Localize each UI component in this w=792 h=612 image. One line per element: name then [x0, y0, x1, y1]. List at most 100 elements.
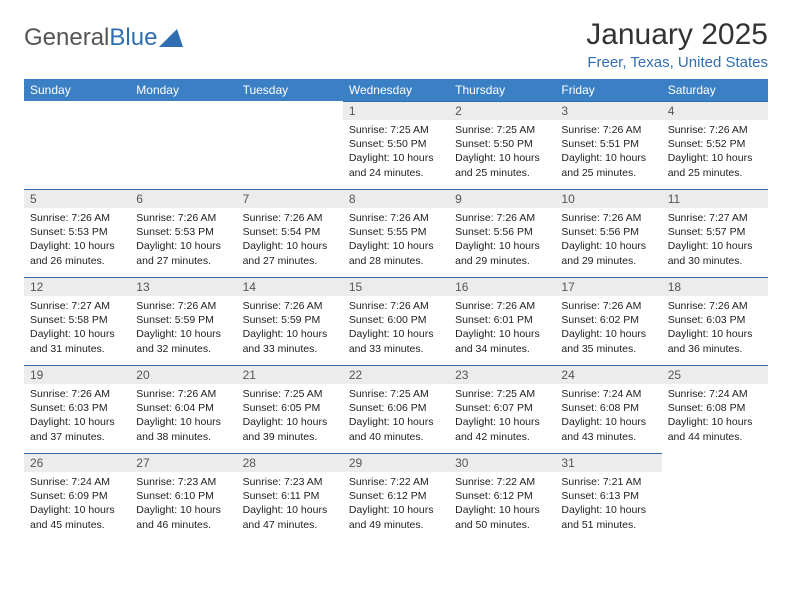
- sail-icon: [159, 29, 183, 47]
- calendar-cell: 28Sunrise: 7:23 AMSunset: 6:11 PMDayligh…: [237, 453, 343, 541]
- weekday-header: Tuesday: [237, 79, 343, 101]
- day-number: 18: [662, 277, 768, 296]
- calendar-cell: 8Sunrise: 7:26 AMSunset: 5:55 PMDaylight…: [343, 189, 449, 277]
- day-number: 23: [449, 365, 555, 384]
- month-title: January 2025: [586, 18, 768, 52]
- weekday-header: Sunday: [24, 79, 130, 101]
- day-details: Sunrise: 7:23 AMSunset: 6:10 PMDaylight:…: [130, 472, 236, 536]
- day-number: 29: [343, 453, 449, 472]
- calendar-row: 12Sunrise: 7:27 AMSunset: 5:58 PMDayligh…: [24, 277, 768, 365]
- day-details: Sunrise: 7:25 AMSunset: 6:07 PMDaylight:…: [449, 384, 555, 448]
- day-number: 28: [237, 453, 343, 472]
- calendar-cell: 18Sunrise: 7:26 AMSunset: 6:03 PMDayligh…: [662, 277, 768, 365]
- calendar-cell: 4Sunrise: 7:26 AMSunset: 5:52 PMDaylight…: [662, 101, 768, 189]
- day-details: Sunrise: 7:25 AMSunset: 6:06 PMDaylight:…: [343, 384, 449, 448]
- day-details: Sunrise: 7:26 AMSunset: 5:55 PMDaylight:…: [343, 208, 449, 272]
- calendar-cell: 31Sunrise: 7:21 AMSunset: 6:13 PMDayligh…: [555, 453, 661, 541]
- day-number: 13: [130, 277, 236, 296]
- calendar-cell: 17Sunrise: 7:26 AMSunset: 6:02 PMDayligh…: [555, 277, 661, 365]
- calendar-cell: 22Sunrise: 7:25 AMSunset: 6:06 PMDayligh…: [343, 365, 449, 453]
- calendar-cell: 5Sunrise: 7:26 AMSunset: 5:53 PMDaylight…: [24, 189, 130, 277]
- calendar-row: 26Sunrise: 7:24 AMSunset: 6:09 PMDayligh…: [24, 453, 768, 541]
- calendar-cell: [237, 101, 343, 189]
- day-details: Sunrise: 7:27 AMSunset: 5:58 PMDaylight:…: [24, 296, 130, 360]
- calendar-cell: 23Sunrise: 7:25 AMSunset: 6:07 PMDayligh…: [449, 365, 555, 453]
- day-details: Sunrise: 7:26 AMSunset: 5:56 PMDaylight:…: [449, 208, 555, 272]
- day-details: Sunrise: 7:26 AMSunset: 5:56 PMDaylight:…: [555, 208, 661, 272]
- day-details: Sunrise: 7:26 AMSunset: 5:54 PMDaylight:…: [237, 208, 343, 272]
- header: GeneralBlue January 2025 Freer, Texas, U…: [24, 18, 768, 71]
- weekday-header: Friday: [555, 79, 661, 101]
- day-details: Sunrise: 7:26 AMSunset: 5:53 PMDaylight:…: [130, 208, 236, 272]
- calendar-row: 1Sunrise: 7:25 AMSunset: 5:50 PMDaylight…: [24, 101, 768, 189]
- day-number: 9: [449, 189, 555, 208]
- day-details: Sunrise: 7:24 AMSunset: 6:08 PMDaylight:…: [555, 384, 661, 448]
- day-number: 11: [662, 189, 768, 208]
- weekday-header: Monday: [130, 79, 236, 101]
- day-details: Sunrise: 7:21 AMSunset: 6:13 PMDaylight:…: [555, 472, 661, 536]
- calendar-cell: 30Sunrise: 7:22 AMSunset: 6:12 PMDayligh…: [449, 453, 555, 541]
- day-details: Sunrise: 7:26 AMSunset: 6:02 PMDaylight:…: [555, 296, 661, 360]
- day-details: Sunrise: 7:26 AMSunset: 6:03 PMDaylight:…: [24, 384, 130, 448]
- calendar-cell: [130, 101, 236, 189]
- day-number: 17: [555, 277, 661, 296]
- day-number: 31: [555, 453, 661, 472]
- calendar-cell: 19Sunrise: 7:26 AMSunset: 6:03 PMDayligh…: [24, 365, 130, 453]
- day-number: 14: [237, 277, 343, 296]
- day-details: Sunrise: 7:23 AMSunset: 6:11 PMDaylight:…: [237, 472, 343, 536]
- day-number: 7: [237, 189, 343, 208]
- calendar-cell: 10Sunrise: 7:26 AMSunset: 5:56 PMDayligh…: [555, 189, 661, 277]
- calendar-cell: 1Sunrise: 7:25 AMSunset: 5:50 PMDaylight…: [343, 101, 449, 189]
- calendar-cell: 26Sunrise: 7:24 AMSunset: 6:09 PMDayligh…: [24, 453, 130, 541]
- day-number: 10: [555, 189, 661, 208]
- calendar-cell: 15Sunrise: 7:26 AMSunset: 6:00 PMDayligh…: [343, 277, 449, 365]
- calendar-cell: 16Sunrise: 7:26 AMSunset: 6:01 PMDayligh…: [449, 277, 555, 365]
- weekday-header: Saturday: [662, 79, 768, 101]
- day-number: 5: [24, 189, 130, 208]
- day-details: Sunrise: 7:26 AMSunset: 6:01 PMDaylight:…: [449, 296, 555, 360]
- calendar-table: Sunday Monday Tuesday Wednesday Thursday…: [24, 79, 768, 541]
- day-details: Sunrise: 7:26 AMSunset: 5:59 PMDaylight:…: [237, 296, 343, 360]
- location-label: Freer, Texas, United States: [586, 54, 768, 71]
- day-details: Sunrise: 7:24 AMSunset: 6:08 PMDaylight:…: [662, 384, 768, 448]
- day-details: Sunrise: 7:25 AMSunset: 6:05 PMDaylight:…: [237, 384, 343, 448]
- calendar-cell: 21Sunrise: 7:25 AMSunset: 6:05 PMDayligh…: [237, 365, 343, 453]
- day-number: 27: [130, 453, 236, 472]
- calendar-cell: 2Sunrise: 7:25 AMSunset: 5:50 PMDaylight…: [449, 101, 555, 189]
- calendar-cell: 14Sunrise: 7:26 AMSunset: 5:59 PMDayligh…: [237, 277, 343, 365]
- day-number: 15: [343, 277, 449, 296]
- calendar-cell: 9Sunrise: 7:26 AMSunset: 5:56 PMDaylight…: [449, 189, 555, 277]
- day-details: Sunrise: 7:26 AMSunset: 6:03 PMDaylight:…: [662, 296, 768, 360]
- calendar-page: GeneralBlue January 2025 Freer, Texas, U…: [0, 0, 792, 541]
- day-number: 3: [555, 101, 661, 120]
- day-details: Sunrise: 7:26 AMSunset: 5:51 PMDaylight:…: [555, 120, 661, 184]
- day-details: Sunrise: 7:24 AMSunset: 6:09 PMDaylight:…: [24, 472, 130, 536]
- day-number: 12: [24, 277, 130, 296]
- calendar-row: 5Sunrise: 7:26 AMSunset: 5:53 PMDaylight…: [24, 189, 768, 277]
- day-number: 24: [555, 365, 661, 384]
- calendar-cell: 27Sunrise: 7:23 AMSunset: 6:10 PMDayligh…: [130, 453, 236, 541]
- weekday-header-row: Sunday Monday Tuesday Wednesday Thursday…: [24, 79, 768, 101]
- day-details: Sunrise: 7:26 AMSunset: 6:00 PMDaylight:…: [343, 296, 449, 360]
- day-details: Sunrise: 7:22 AMSunset: 6:12 PMDaylight:…: [449, 472, 555, 536]
- day-details: Sunrise: 7:22 AMSunset: 6:12 PMDaylight:…: [343, 472, 449, 536]
- day-details: Sunrise: 7:26 AMSunset: 5:52 PMDaylight:…: [662, 120, 768, 184]
- calendar-cell: 29Sunrise: 7:22 AMSunset: 6:12 PMDayligh…: [343, 453, 449, 541]
- calendar-cell: 3Sunrise: 7:26 AMSunset: 5:51 PMDaylight…: [555, 101, 661, 189]
- calendar-cell: [662, 453, 768, 541]
- day-number: 19: [24, 365, 130, 384]
- brand-part1: General: [24, 24, 109, 52]
- day-number: 4: [662, 101, 768, 120]
- title-block: January 2025 Freer, Texas, United States: [586, 18, 768, 71]
- day-details: Sunrise: 7:26 AMSunset: 6:04 PMDaylight:…: [130, 384, 236, 448]
- calendar-cell: 20Sunrise: 7:26 AMSunset: 6:04 PMDayligh…: [130, 365, 236, 453]
- day-details: Sunrise: 7:25 AMSunset: 5:50 PMDaylight:…: [343, 120, 449, 184]
- weekday-header: Thursday: [449, 79, 555, 101]
- calendar-cell: 13Sunrise: 7:26 AMSunset: 5:59 PMDayligh…: [130, 277, 236, 365]
- weekday-header: Wednesday: [343, 79, 449, 101]
- day-details: Sunrise: 7:27 AMSunset: 5:57 PMDaylight:…: [662, 208, 768, 272]
- day-details: Sunrise: 7:25 AMSunset: 5:50 PMDaylight:…: [449, 120, 555, 184]
- day-number: 2: [449, 101, 555, 120]
- day-number: 26: [24, 453, 130, 472]
- brand-logo: GeneralBlue: [24, 18, 183, 52]
